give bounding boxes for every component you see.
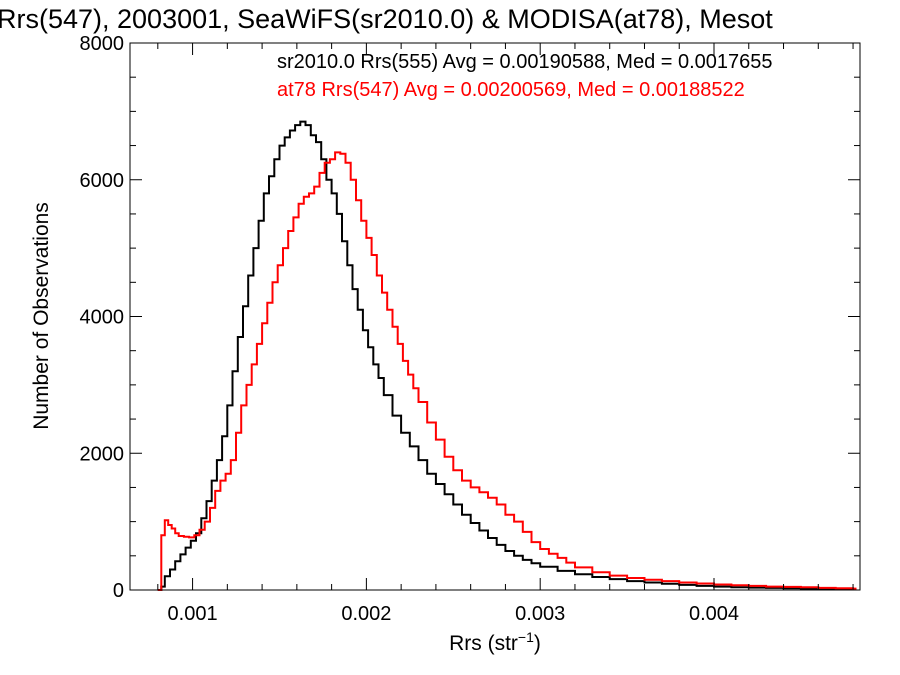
series-line-black: [157, 120, 857, 591]
y-tick-label: 8000: [80, 33, 125, 55]
y-tick-label: 2000: [80, 443, 125, 465]
x-axis-label: Rrs (str−1): [449, 629, 541, 655]
x-axis-label-superscript: −1: [518, 629, 534, 645]
x-axis-label-end: ): [534, 632, 541, 655]
y-tick-label: 4000: [80, 307, 125, 329]
x-tick-label: 0.002: [341, 603, 391, 625]
plot-frame: [129, 42, 861, 591]
legend-entry-black-series: sr2010.0 Rrs(555) Avg = 0.00190588, Med …: [277, 51, 773, 73]
plot-area: [129, 42, 861, 591]
series-line-red: [157, 151, 857, 591]
x-axis: 0.001 0.002 0.003 0.004: [157, 43, 854, 625]
y-axis-label: Number of Observations: [30, 202, 53, 430]
legend-entry-red-series: at78 Rrs(547) Avg = 0.00200569, Med = 0.…: [277, 79, 745, 101]
y-tick-label: 0: [113, 580, 124, 602]
x-tick-label: 0.003: [515, 603, 565, 625]
y-axis: 0 2000 4000 6000 8000: [80, 33, 860, 602]
y-tick-label: 6000: [80, 170, 125, 192]
x-tick-label: 0.001: [168, 603, 218, 625]
chart-title: Rrs(547), 2003001, SeaWiFS(sr2010.0) & M…: [0, 4, 773, 34]
x-axis-label-main: Rrs (str: [449, 632, 518, 655]
legend: sr2010.0 Rrs(555) Avg = 0.00190588, Med …: [277, 51, 773, 101]
x-tick-label: 0.004: [689, 603, 739, 625]
